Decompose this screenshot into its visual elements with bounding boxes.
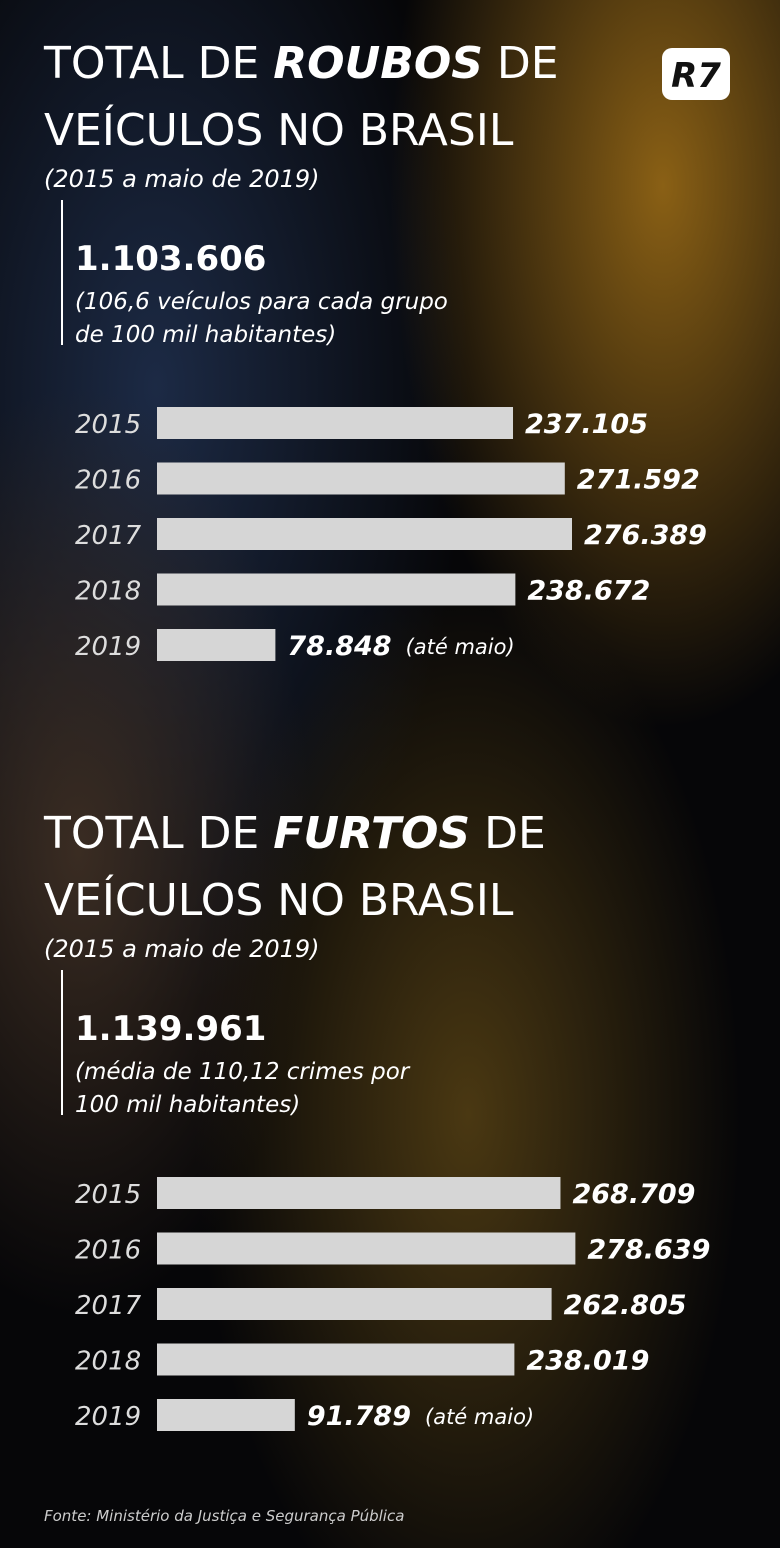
value-label: 238.019: [526, 1346, 649, 1377]
subtitle: (2015 a maio de 2019): [44, 935, 320, 963]
category-label: 2017: [75, 1291, 142, 1321]
category-label: 2016: [75, 1236, 141, 1266]
title-emphasis: FURTOS: [273, 808, 470, 859]
total: 1.103.606: [75, 239, 266, 279]
description: (106,6 veículos para cada grupo: [75, 289, 448, 315]
bar: [157, 573, 516, 606]
annotation: (até maio): [406, 635, 515, 659]
subtitle: (2015 a maio de 2019): [44, 165, 320, 193]
chart-title: TOTAL DE ROUBOS DE: [43, 38, 559, 89]
description: (média de 110,12 crimes por: [75, 1059, 411, 1085]
category-label: 2017: [75, 521, 142, 551]
total: 1.139.961: [75, 1009, 266, 1049]
category-label: 2019: [75, 1402, 141, 1432]
title-text: TOTAL DE: [43, 38, 259, 89]
value-label: 276.389: [584, 520, 707, 551]
category-label: 2018: [75, 1347, 141, 1377]
logo: R7: [671, 56, 721, 96]
value-label: 78.848: [287, 631, 391, 662]
category-label: 2015: [75, 1180, 141, 1210]
annotation: (até maio): [425, 1405, 534, 1429]
value-label: 262.805: [564, 1290, 687, 1321]
bar: [157, 1288, 552, 1320]
category-label: 2019: [75, 632, 141, 662]
category-label: 2016: [75, 466, 141, 496]
category-label: 2018: [75, 577, 141, 607]
chart-title: VEÍCULOS NO BRASIL: [44, 873, 514, 926]
logo-badge: [662, 48, 730, 100]
bar: [157, 629, 276, 661]
bar: [157, 462, 565, 495]
category-label: 2015: [75, 410, 141, 440]
bar: [157, 1232, 576, 1265]
bar: [157, 1343, 515, 1376]
chart-title: TOTAL DE FURTOS DE: [43, 808, 546, 859]
bar: [157, 407, 514, 439]
description: de 100 mil habitantes): [75, 322, 336, 348]
value-label: 237.105: [525, 409, 648, 440]
description: 100 mil habitantes): [75, 1092, 300, 1118]
chart-title: VEÍCULOS NO BRASIL: [44, 103, 514, 156]
source: Fonte: Ministério da Justiça e Segurança…: [44, 1507, 404, 1525]
value-label: 238.672: [527, 576, 650, 607]
title-text: DE: [484, 808, 546, 859]
bar: [157, 1399, 295, 1431]
value-label: 271.592: [577, 465, 700, 496]
value-label: 268.709: [572, 1179, 695, 1210]
title-text: TOTAL DE: [43, 808, 259, 859]
title-text: DE: [497, 38, 559, 89]
bar: [157, 1177, 561, 1209]
title-emphasis: ROUBOS: [273, 38, 483, 89]
bar: [157, 518, 572, 550]
value-label: 91.789: [307, 1401, 411, 1432]
value-label: 278.639: [587, 1235, 710, 1266]
